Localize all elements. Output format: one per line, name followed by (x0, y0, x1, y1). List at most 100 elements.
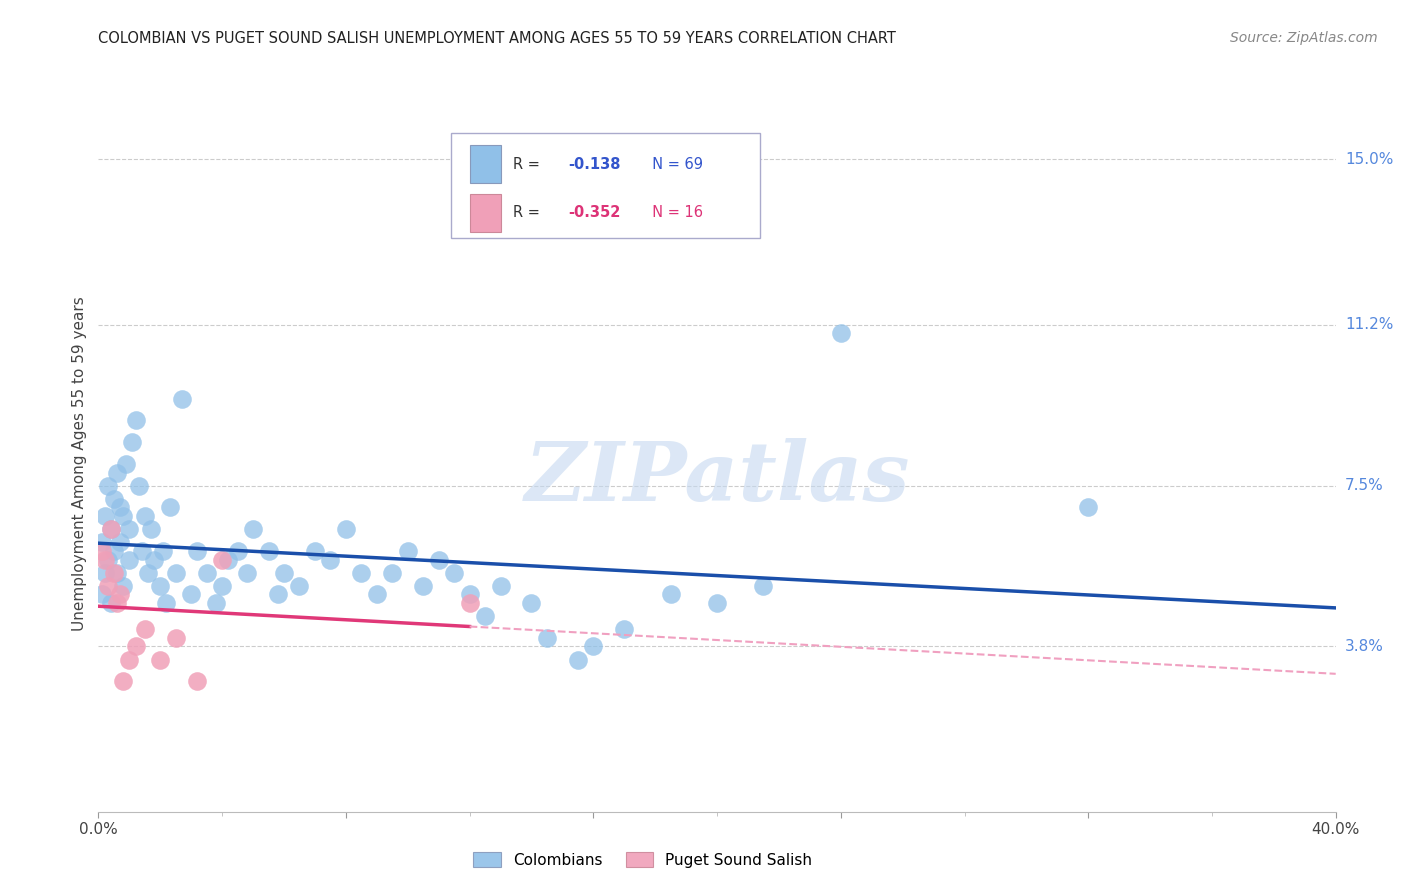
Point (136, 566, 159, 580)
Point (155, 596, 177, 610)
Point (103, 566, 125, 580)
Point (124, 413, 146, 427)
Text: R =: R = (513, 205, 544, 220)
Text: 15.0%: 15.0% (1346, 152, 1393, 167)
Point (149, 579, 172, 593)
Point (226, 544, 249, 558)
Point (520, 596, 543, 610)
Point (115, 457, 138, 471)
Text: Source: ZipAtlas.com: Source: ZipAtlas.com (1230, 31, 1378, 45)
Point (180, 587, 202, 601)
Point (100, 522, 122, 536)
Point (613, 622, 636, 636)
Point (152, 544, 174, 558)
Point (100, 522, 122, 536)
Point (149, 652, 172, 666)
Point (205, 596, 228, 610)
Point (396, 544, 419, 558)
Point (186, 674, 208, 689)
Point (830, 326, 852, 341)
Point (97, 478, 120, 492)
Point (131, 544, 153, 558)
FancyBboxPatch shape (451, 134, 761, 238)
Point (706, 596, 728, 610)
Point (211, 579, 233, 593)
Point (103, 544, 125, 558)
Point (118, 652, 141, 666)
Point (105, 596, 128, 610)
Point (103, 491, 125, 506)
Point (567, 652, 589, 666)
Point (458, 596, 481, 610)
Point (752, 579, 775, 593)
Point (489, 579, 512, 593)
Point (90, 535, 112, 549)
Point (288, 579, 311, 593)
Point (90, 544, 112, 558)
Point (159, 500, 181, 515)
Point (112, 508, 135, 523)
Point (195, 566, 218, 580)
Point (242, 522, 264, 536)
Point (273, 566, 295, 580)
Point (93, 566, 115, 580)
Point (165, 566, 187, 580)
Point (128, 478, 150, 492)
Point (443, 566, 465, 580)
Point (659, 587, 682, 601)
Point (121, 435, 143, 450)
Text: COLOMBIAN VS PUGET SOUND SALISH UNEMPLOYMENT AMONG AGES 55 TO 59 YEARS CORRELATI: COLOMBIAN VS PUGET SOUND SALISH UNEMPLOY… (98, 31, 896, 46)
Point (112, 674, 135, 689)
Point (165, 631, 187, 645)
Point (97, 552, 120, 566)
Point (304, 544, 326, 558)
FancyBboxPatch shape (470, 194, 501, 232)
Point (582, 640, 605, 654)
Point (108, 587, 131, 601)
Point (536, 631, 558, 645)
Point (319, 552, 342, 566)
Text: R =: R = (513, 157, 544, 171)
Point (217, 552, 239, 566)
Point (97, 579, 120, 593)
Point (1077, 500, 1099, 515)
Point (93, 552, 115, 566)
Point (118, 522, 141, 536)
Point (474, 609, 496, 624)
Point (257, 544, 280, 558)
Text: N = 16: N = 16 (643, 205, 703, 220)
Point (186, 544, 208, 558)
Point (211, 552, 233, 566)
Point (108, 500, 131, 515)
Point (366, 587, 388, 601)
Point (350, 566, 373, 580)
Point (458, 587, 481, 601)
Point (139, 522, 162, 536)
Text: -0.352: -0.352 (568, 205, 621, 220)
Point (134, 622, 156, 636)
Y-axis label: Unemployment Among Ages 55 to 59 years: Unemployment Among Ages 55 to 59 years (72, 296, 87, 632)
FancyBboxPatch shape (470, 145, 501, 183)
Text: ZIPatlas: ZIPatlas (524, 438, 910, 517)
Point (143, 552, 166, 566)
Point (236, 566, 259, 580)
Text: -0.138: -0.138 (568, 157, 621, 171)
Point (412, 579, 434, 593)
Point (90, 587, 112, 601)
Legend: Colombians, Puget Sound Salish: Colombians, Puget Sound Salish (467, 846, 818, 873)
Point (427, 552, 450, 566)
Point (381, 566, 404, 580)
Point (105, 466, 128, 480)
Point (112, 579, 135, 593)
Point (134, 508, 156, 523)
Text: 11.2%: 11.2% (1346, 318, 1393, 332)
Point (118, 552, 141, 566)
Point (105, 566, 128, 580)
Point (108, 535, 131, 549)
Point (335, 522, 357, 536)
Text: 3.8%: 3.8% (1346, 639, 1384, 654)
Point (124, 640, 146, 654)
Text: N = 69: N = 69 (643, 157, 703, 171)
Point (170, 392, 193, 406)
Text: 7.5%: 7.5% (1346, 478, 1384, 493)
